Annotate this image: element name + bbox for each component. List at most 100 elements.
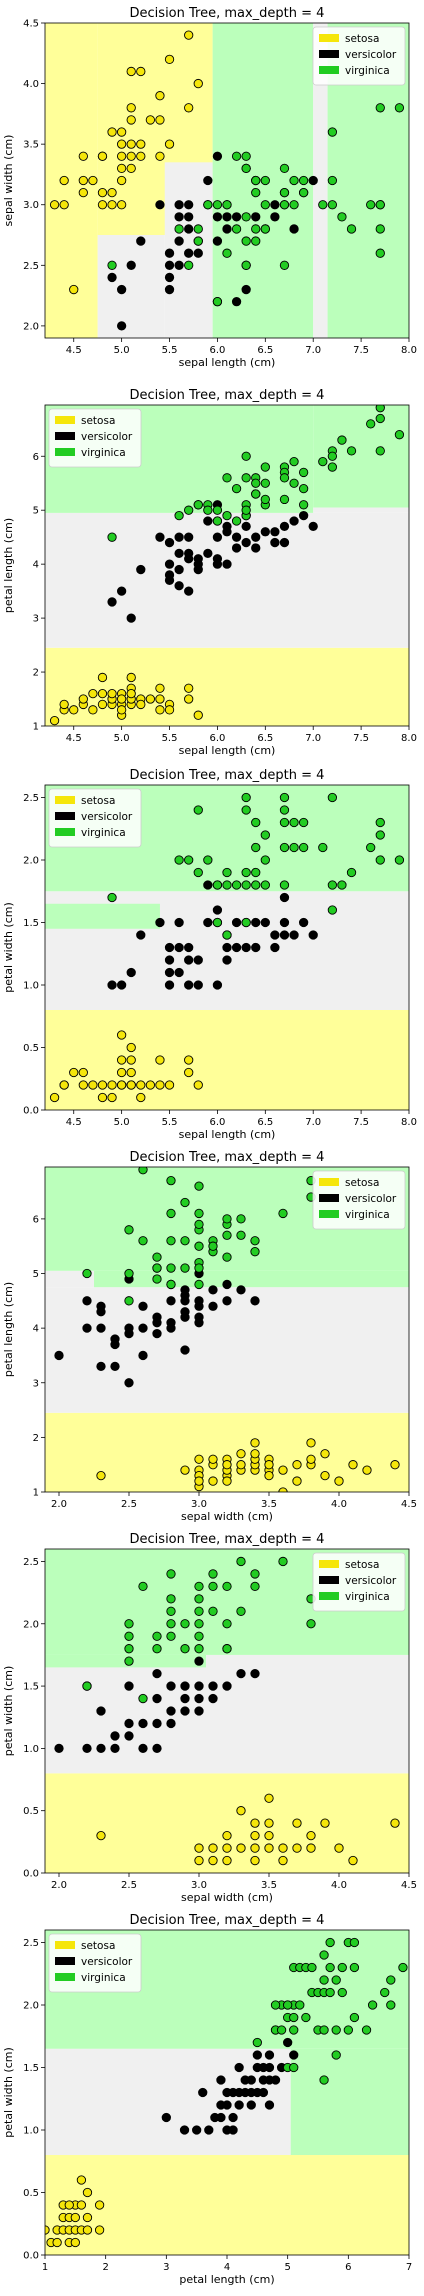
point-virginica: [231, 224, 242, 234]
x-tick-label: 4.5: [401, 1880, 417, 1891]
decision-region-setosa: [45, 647, 409, 726]
point-virginica: [194, 1644, 204, 1654]
point-versicolor: [155, 200, 165, 210]
point-versicolor: [298, 510, 309, 521]
point-versicolor: [184, 980, 194, 990]
decision-region-virginica: [45, 903, 160, 929]
x-axis-label: sepal width (cm): [181, 1891, 273, 1904]
point-versicolor: [82, 1296, 92, 1306]
x-tick-label: 4: [224, 2262, 230, 2273]
point-versicolor: [222, 1681, 232, 1691]
point-setosa: [164, 139, 175, 149]
point-setosa: [320, 1470, 330, 1481]
y-tick-label: 2.5: [23, 1557, 39, 1568]
point-versicolor: [152, 1693, 162, 1704]
point-setosa: [126, 163, 136, 174]
point-virginica: [260, 200, 270, 210]
point-virginica: [289, 175, 299, 186]
point-virginica: [203, 505, 213, 515]
x-tick-label: 7: [406, 2262, 412, 2273]
point-setosa: [49, 200, 60, 210]
point-virginica: [319, 1950, 329, 1960]
point-virginica: [194, 1241, 204, 1251]
point-versicolor: [164, 980, 175, 990]
x-tick-label: 3.0: [191, 1880, 207, 1891]
legend: setosa versicolor virginica: [48, 1933, 142, 1993]
point-virginica: [184, 855, 194, 865]
point-versicolor: [246, 2100, 256, 2110]
point-versicolor: [204, 2125, 214, 2135]
point-versicolor: [222, 955, 232, 965]
point-virginica: [208, 1569, 218, 1579]
point-setosa: [145, 694, 156, 704]
point-versicolor: [228, 2112, 238, 2123]
point-setosa: [97, 1092, 108, 1103]
point-virginica: [375, 405, 385, 413]
point-setosa: [334, 1843, 344, 1853]
point-setosa: [292, 1460, 302, 1470]
point-virginica: [241, 212, 251, 222]
point-versicolor: [124, 1378, 134, 1388]
point-versicolor: [174, 967, 184, 978]
point-virginica: [138, 1236, 148, 1246]
point-virginica: [241, 805, 251, 815]
point-virginica: [298, 500, 309, 510]
y-tick-label: 1.5: [23, 2063, 39, 2074]
point-setosa: [97, 688, 108, 699]
point-setosa: [362, 1465, 372, 1475]
point-virginica: [375, 855, 385, 865]
point-setosa: [107, 200, 117, 210]
point-versicolor: [152, 1328, 162, 1339]
axes-frame: [44, 1548, 410, 1874]
y-tick-label: 2.0: [23, 1619, 39, 1630]
point-virginica: [193, 500, 203, 510]
point-virginica: [375, 103, 385, 113]
point-virginica: [327, 127, 338, 137]
point-virginica: [394, 430, 405, 440]
point-setosa: [278, 1487, 288, 1492]
y-tick-label: 1.5: [23, 918, 39, 929]
legend-swatch-versicolor: [319, 1194, 339, 1202]
point-virginica: [251, 478, 261, 488]
x-tick-label: 7.5: [353, 1117, 369, 1128]
point-versicolor: [96, 1307, 106, 1317]
y-tick-label: 0.0: [23, 1106, 39, 1117]
chart-panel-1: 4.5 5.0 5.5 6.0 6.5 7.0 7.5 8.0 2.0 2.5 3.0 3.5 4.0 4…: [2, 6, 417, 369]
point-virginica: [319, 2025, 329, 2035]
point-virginica: [260, 880, 270, 890]
point-versicolor: [194, 1318, 204, 1328]
x-tick-label: 7.5: [353, 345, 369, 356]
point-virginica: [236, 1230, 246, 1240]
point-virginica: [295, 2000, 305, 2010]
point-virginica: [241, 236, 251, 246]
point-virginica: [375, 248, 385, 258]
point-virginica: [337, 880, 347, 890]
point-setosa: [193, 78, 203, 89]
point-virginica: [279, 163, 290, 174]
point-virginica: [166, 1236, 176, 1246]
point-virginica: [289, 2062, 299, 2073]
point-virginica: [241, 917, 251, 928]
point-versicolor: [222, 527, 232, 537]
point-setosa: [126, 151, 136, 161]
chart-title: Decision Tree, max_depth = 4: [130, 1913, 325, 1928]
point-versicolor: [82, 1323, 92, 1333]
point-setosa: [116, 1080, 127, 1090]
point-setosa: [88, 688, 98, 699]
x-tick-label: 7.0: [305, 345, 321, 356]
legend-label-virginica: virginica: [81, 1972, 126, 1984]
x-tick-label: 6.0: [209, 733, 225, 744]
point-setosa: [155, 115, 165, 125]
point-virginica: [236, 1606, 246, 1616]
point-virginica: [250, 1581, 260, 1592]
x-tick-label: 2: [102, 2262, 108, 2273]
point-setosa: [126, 1080, 136, 1090]
point-setosa: [126, 115, 136, 125]
decision-region-setosa: [45, 2155, 409, 2255]
point-setosa: [180, 1465, 190, 1475]
legend-swatch-virginica: [319, 66, 339, 74]
point-versicolor: [203, 175, 213, 186]
point-virginica: [278, 1208, 288, 1219]
y-tick-label: 0.5: [23, 1806, 39, 1817]
point-setosa: [116, 139, 127, 149]
